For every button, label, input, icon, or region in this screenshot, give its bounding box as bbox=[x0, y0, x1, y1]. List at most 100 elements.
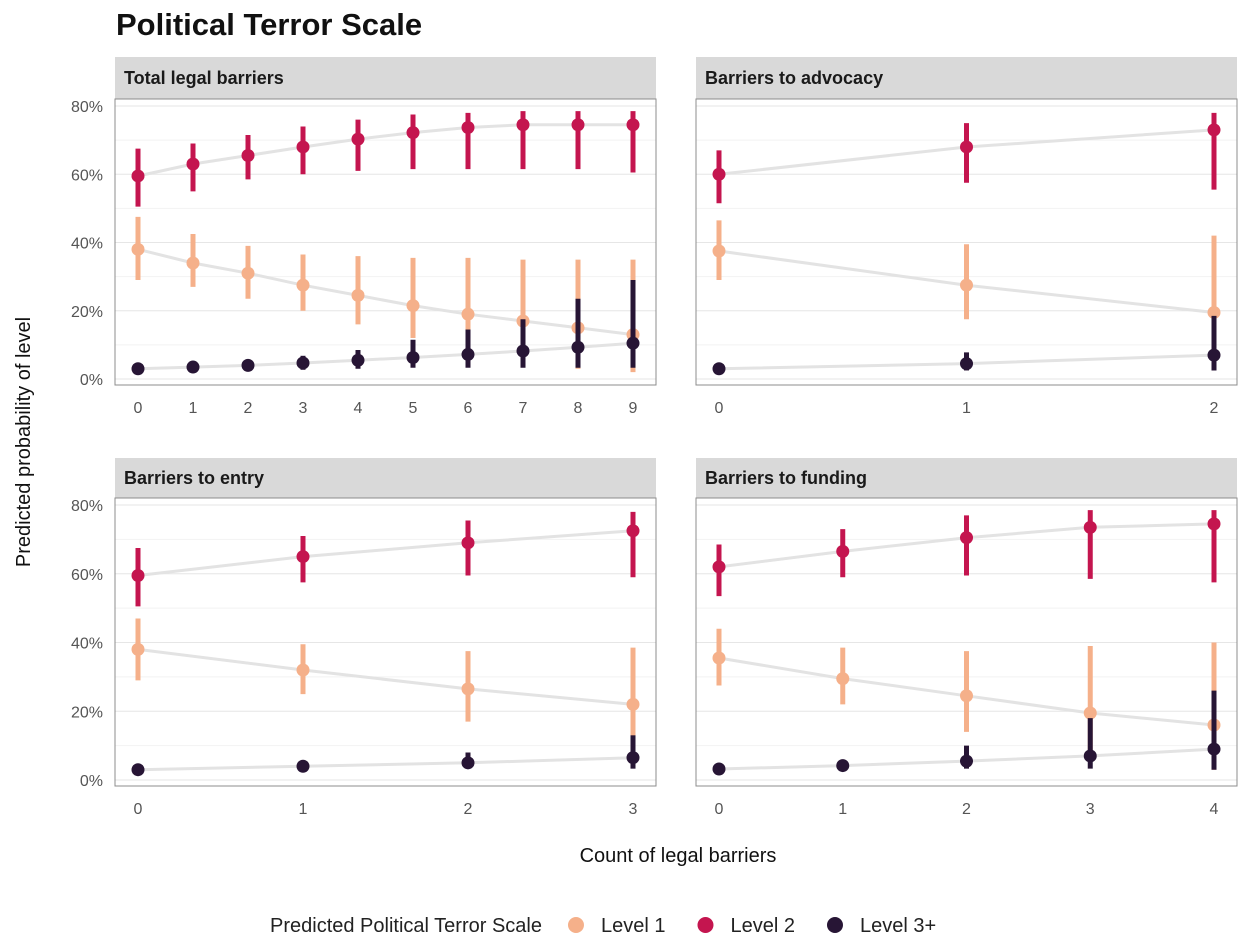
x-tick-label: 2 bbox=[244, 400, 253, 417]
data-point bbox=[406, 351, 420, 365]
y-tick-label: 0% bbox=[80, 372, 103, 389]
data-point bbox=[626, 697, 640, 711]
legend: Predicted Political Terror Scale Level 1… bbox=[270, 915, 936, 937]
x-tick-label: 7 bbox=[519, 400, 528, 417]
data-point bbox=[960, 754, 973, 768]
y-tick-label: 0% bbox=[80, 773, 103, 790]
y-tick-label: 80% bbox=[71, 99, 103, 116]
series-level-2 bbox=[131, 511, 640, 607]
data-point bbox=[712, 244, 726, 258]
data-point bbox=[712, 560, 726, 574]
legend-item-level-1: Level 1 bbox=[567, 915, 665, 937]
data-point bbox=[241, 266, 255, 280]
panel-border bbox=[114, 497, 657, 787]
data-point bbox=[296, 278, 310, 292]
x-tick-label: 1 bbox=[838, 801, 847, 818]
facet-strip-label: Barriers to entry bbox=[124, 468, 264, 488]
data-point bbox=[461, 682, 475, 696]
x-tick-label: 3 bbox=[299, 400, 308, 417]
trend-line-level-2 bbox=[137, 529, 634, 577]
data-point bbox=[712, 167, 726, 181]
series-level-2 bbox=[131, 111, 640, 207]
data-point bbox=[960, 531, 973, 545]
x-tick-label: 2 bbox=[464, 801, 473, 818]
trend-line-level-1 bbox=[137, 247, 634, 337]
data-point bbox=[712, 651, 726, 665]
y-axis-title: Predicted probability of level bbox=[13, 317, 35, 567]
data-point bbox=[626, 751, 640, 765]
data-point bbox=[131, 362, 145, 376]
data-point bbox=[461, 756, 475, 770]
x-tick-label: 0 bbox=[134, 801, 143, 818]
trend-line-level-2 bbox=[137, 123, 633, 178]
data-point bbox=[1083, 706, 1097, 720]
data-point bbox=[712, 762, 726, 776]
facet-strip bbox=[696, 458, 1237, 498]
x-axis-title: Count of legal barriers bbox=[580, 845, 777, 867]
panel-barriers-to-advocacy: Barriers to advocacy 0 1 2 bbox=[695, 57, 1238, 417]
data-point bbox=[1207, 517, 1221, 531]
x-tick-label: 4 bbox=[354, 400, 363, 417]
x-tick-label: 0 bbox=[715, 801, 724, 818]
data-point bbox=[960, 357, 973, 371]
series-level-3 bbox=[712, 690, 1221, 776]
data-point bbox=[131, 169, 145, 183]
x-tick-label: 2 bbox=[962, 801, 971, 818]
data-point bbox=[186, 157, 200, 171]
facet-strip-label: Total legal barriers bbox=[124, 68, 284, 88]
data-point bbox=[516, 344, 530, 358]
facet-strip bbox=[696, 57, 1237, 99]
legend-key bbox=[567, 917, 584, 933]
legend-label: Level 3+ bbox=[860, 915, 936, 937]
data-point bbox=[626, 118, 640, 132]
data-point bbox=[351, 132, 365, 146]
data-point bbox=[836, 672, 850, 686]
panel-total-legal-barriers: Total legal barriers 0% 20% 40% 60% 80% 0 1 2 3 4 5… bbox=[71, 57, 657, 417]
panel-border bbox=[695, 497, 1238, 787]
y-tick-label: 40% bbox=[71, 636, 103, 653]
data-point bbox=[516, 118, 530, 132]
series-level-1 bbox=[712, 220, 1221, 357]
legend-key bbox=[826, 917, 843, 933]
facet-strip bbox=[115, 57, 656, 99]
data-point bbox=[131, 763, 145, 777]
series-level-3 bbox=[131, 735, 640, 777]
y-tick-label: 60% bbox=[71, 167, 103, 184]
legend-item-level-2: Level 2 bbox=[697, 915, 795, 937]
x-tick-label: 2 bbox=[1210, 400, 1219, 417]
trend-line-level-3 bbox=[137, 756, 634, 772]
data-point bbox=[836, 544, 850, 558]
x-tick-label: 3 bbox=[1086, 801, 1095, 818]
data-point bbox=[626, 524, 640, 538]
data-point bbox=[131, 642, 145, 656]
series-level-3 bbox=[131, 280, 640, 376]
trend-line-level-1 bbox=[137, 647, 634, 706]
x-tick-label: 0 bbox=[715, 400, 724, 417]
x-tick-label: 5 bbox=[409, 400, 418, 417]
data-point bbox=[1207, 742, 1221, 756]
trend-line-level-3 bbox=[137, 341, 634, 371]
y-tick-label: 20% bbox=[71, 704, 103, 721]
data-point bbox=[131, 242, 145, 256]
data-point bbox=[296, 759, 310, 773]
y-tick-label: 40% bbox=[71, 236, 103, 253]
data-point bbox=[296, 140, 310, 154]
x-tick-label: 3 bbox=[629, 801, 638, 818]
series-level-1 bbox=[131, 618, 640, 743]
data-point bbox=[461, 120, 475, 134]
facet-strip-label: Barriers to advocacy bbox=[705, 68, 883, 88]
data-point bbox=[241, 148, 255, 162]
data-point bbox=[351, 288, 365, 302]
facet-strip-label: Barriers to funding bbox=[705, 468, 867, 488]
series-level-2 bbox=[712, 510, 1221, 597]
data-point bbox=[1083, 749, 1097, 763]
data-point bbox=[296, 663, 310, 677]
data-point bbox=[461, 536, 475, 550]
series-level-2 bbox=[712, 112, 1221, 204]
data-point bbox=[186, 256, 200, 270]
data-point bbox=[836, 759, 850, 773]
x-tick-label: 4 bbox=[1210, 801, 1219, 818]
data-point bbox=[406, 126, 420, 140]
data-point bbox=[1207, 123, 1221, 137]
